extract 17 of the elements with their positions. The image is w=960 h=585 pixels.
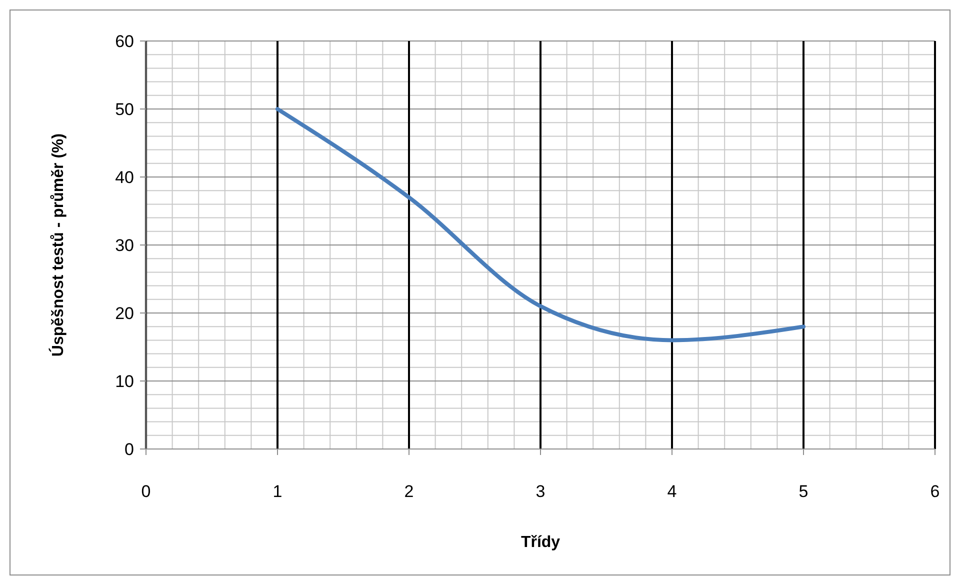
y-tick-label: 20	[115, 304, 134, 323]
line-series	[276, 107, 806, 342]
x-tick-label: 1	[272, 482, 282, 501]
x-tick-label: 2	[404, 482, 414, 501]
y-tick-label: 40	[115, 168, 134, 187]
y-tick-label: 50	[115, 100, 134, 119]
x-tick-label: 6	[930, 482, 940, 501]
x-axis-title: Třídy	[520, 534, 560, 551]
y-tick-label: 0	[124, 440, 134, 459]
x-tick-label: 4	[667, 482, 677, 501]
y-tick-label: 30	[115, 236, 134, 255]
x-tick-label: 3	[536, 482, 546, 501]
y-tick-label: 60	[115, 32, 134, 51]
x-tick-label: 5	[798, 482, 808, 501]
y-axis-title: Úspěšnost testů - průměr (%)	[48, 133, 67, 357]
x-tick-label: 0	[141, 482, 151, 501]
y-tick-label: 10	[115, 372, 134, 391]
